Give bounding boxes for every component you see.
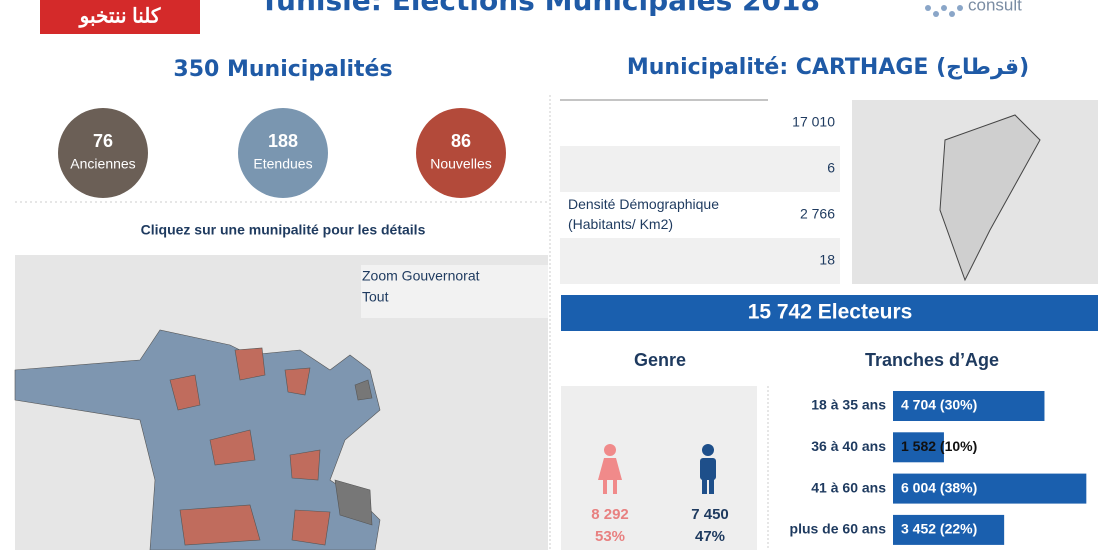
- zoom-filter[interactable]: [361, 265, 548, 318]
- stat-value: 76: [93, 131, 113, 151]
- row-label: Densité Démographique (Habitants/ Km2): [568, 196, 719, 232]
- age-label: 18 à 35 ans: [811, 397, 886, 413]
- stat-label: Etendues: [253, 156, 312, 172]
- age-label: 36 à 40 ans: [811, 438, 886, 454]
- table-row: [560, 100, 840, 146]
- logo-text: كلنا ننتخبو: [78, 5, 161, 28]
- page-title: Tunisie: Elections Municipales 2018: [260, 0, 820, 17]
- electors: 15 742 Electeurs: [748, 301, 913, 324]
- map: [14, 329, 381, 550]
- female-icon: [598, 444, 622, 494]
- age-title: Tranches d’Age: [865, 350, 999, 370]
- genre-title: Genre: [634, 350, 686, 370]
- stat-label: Nouvelles: [430, 156, 491, 172]
- table-row: [560, 238, 840, 284]
- row-value: 6: [827, 160, 835, 176]
- stat-circle[interactable]: [58, 108, 148, 198]
- table-row: [560, 192, 840, 238]
- logo-box: [40, 0, 200, 34]
- age-label: plus de 60 ans: [790, 521, 887, 537]
- stat-circle[interactable]: [238, 108, 328, 198]
- male-icon: [700, 444, 716, 494]
- stat-value: 86: [451, 131, 471, 151]
- bar-value-label: 1 582 (10%): [901, 438, 977, 454]
- stat-value: 188: [268, 131, 298, 151]
- male-count: 7 450: [691, 506, 729, 523]
- hint: Cliquez sur une munipalité pour les déta…: [141, 222, 426, 238]
- row-value: 18: [819, 252, 835, 268]
- electors-banner: [561, 295, 1098, 331]
- male-share: 47%: [695, 528, 725, 545]
- row-value: 2 766: [800, 206, 835, 222]
- bar[interactable]: [893, 432, 944, 463]
- summary-title: 350 Municipalités: [173, 57, 392, 82]
- genre-panel: [561, 386, 757, 550]
- bar-value-label: 4 704 (30%): [901, 397, 977, 413]
- logo-consult: consult: [968, 0, 1022, 14]
- logo-dots: [925, 5, 963, 17]
- stat-label: Anciennes: [70, 156, 135, 172]
- bar[interactable]: [893, 514, 1005, 545]
- municipality-shape: [939, 114, 1041, 282]
- bar-value-label: 3 452 (22%): [901, 521, 977, 537]
- female-share: 53%: [595, 528, 625, 545]
- age-label: 41 à 60 ans: [811, 479, 886, 495]
- zoom-value[interactable]: Tout: [362, 289, 389, 305]
- bar[interactable]: [893, 391, 1045, 421]
- bar-value-label: 6 004 (38%): [901, 479, 977, 495]
- row-value: 17 010: [792, 114, 835, 130]
- zoom-label: Zoom Gouvernorat: [362, 268, 480, 284]
- bar[interactable]: [893, 473, 1087, 504]
- stat-circle[interactable]: [416, 108, 506, 198]
- municipality-title: Municipalité: CARTHAGE (قرطاج): [627, 55, 1029, 80]
- female-count: 8 292: [591, 506, 629, 523]
- table-row: [560, 146, 840, 192]
